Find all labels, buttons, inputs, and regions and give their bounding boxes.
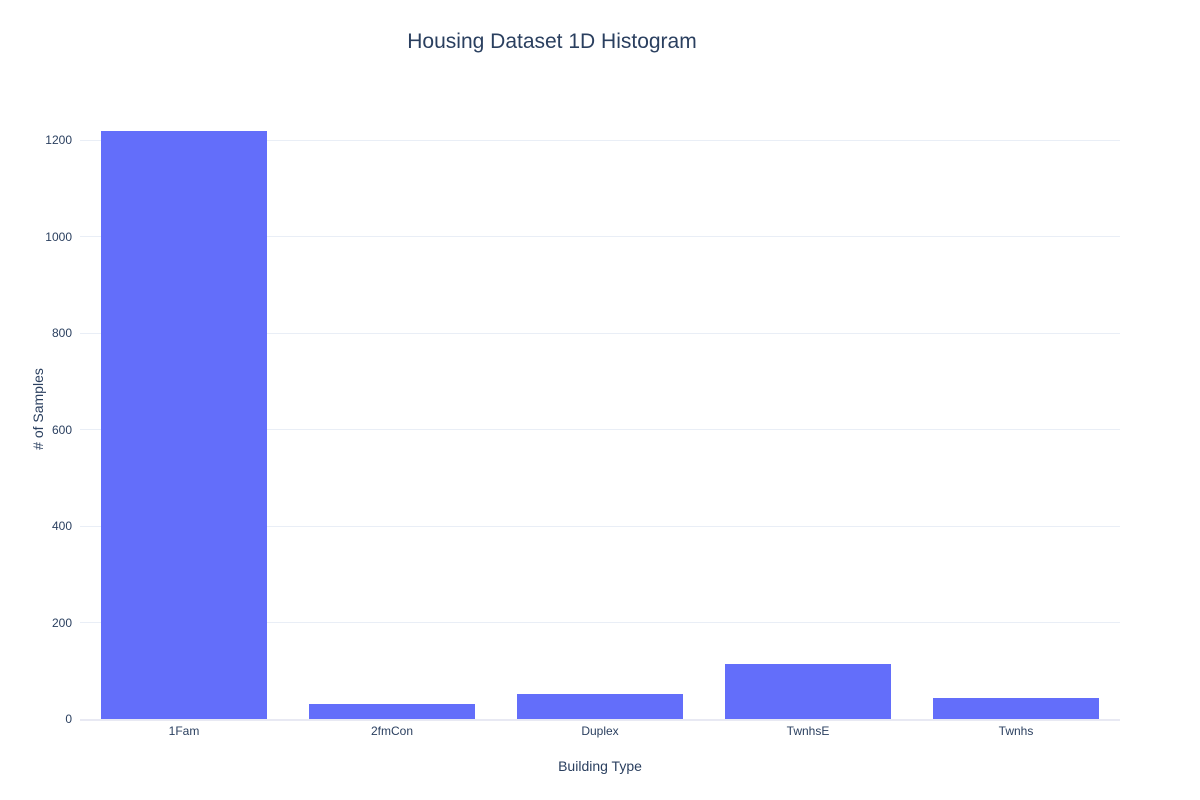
x-tick-label: Twnhs <box>998 724 1034 738</box>
y-tick-label: 1200 <box>45 133 72 148</box>
y-tick-label: 200 <box>51 615 72 630</box>
gridline <box>80 622 1120 624</box>
bar-Duplex <box>516 693 684 719</box>
y-tick-label: 0 <box>65 712 72 726</box>
gridline <box>80 525 1120 527</box>
plot-area: 0 200 400 600 800 1000 1200 1Fam 2fmCon Duplex Twn… <box>45 100 1120 738</box>
x-axis-title: Building Type <box>558 758 642 774</box>
x-tick-label: TwnhsE <box>786 724 830 738</box>
y-axis-title: # of Samples <box>30 368 46 450</box>
bar-TwnhsE <box>724 664 892 719</box>
x-tick-label: 1Fam <box>168 724 200 738</box>
gridline <box>80 429 1120 431</box>
bar-Twnhs <box>932 698 1100 719</box>
y-tick-label: 800 <box>51 326 72 341</box>
bar-1Fam <box>100 130 268 719</box>
y-tick-label: 600 <box>51 422 72 437</box>
bar-2fmCon <box>308 704 476 719</box>
zero-line <box>80 718 1120 721</box>
x-tick-label: 2fmCon <box>370 724 414 738</box>
x-tick-label: Duplex <box>581 724 619 738</box>
gridline <box>80 332 1120 334</box>
gridline <box>80 236 1120 238</box>
y-tick-label: 1000 <box>45 229 72 244</box>
gridline <box>80 139 1120 141</box>
chart-title: Housing Dataset 1D Histogram <box>407 30 697 53</box>
y-tick-label: 400 <box>51 519 72 534</box>
